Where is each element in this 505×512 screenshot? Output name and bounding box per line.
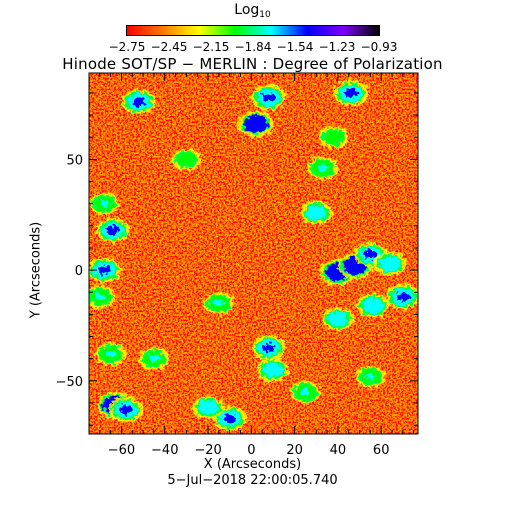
polarization-patch [262,343,275,353]
colorbar-tick-label: −1.23 [318,40,356,54]
polarization-patch [98,265,111,275]
polarization-patch [223,414,236,423]
colorbar-title: Log10 [234,2,271,20]
colorbar-tick-label: −0.93 [360,40,398,54]
x-axis-label: X (Arcseconds) [203,457,302,472]
colorbar-tick-label: −2.45 [150,40,188,54]
polarization-patch [202,403,214,412]
polarization-patch [332,314,344,323]
x-tick-label: −20 [194,443,221,458]
colorbar [126,25,380,36]
polarization-patch [328,133,339,141]
plot-frame [88,72,419,435]
polarization-patch [148,354,160,363]
polarization-patch [249,119,263,129]
y-axis-label: Y (Arcseconds) [28,221,44,319]
polarization-patch [344,88,358,98]
x-tick-label: −60 [108,443,135,458]
x-tick-label: −40 [151,443,178,458]
polarization-patch [364,250,377,260]
polarization-patch [300,388,311,396]
colorbar-tick-label: −1.54 [276,40,314,54]
polarization-patch [365,372,376,381]
chart-title: Hinode SOT/SP − MERLIN : Degree of Polar… [62,55,443,73]
polarization-patch [366,301,379,310]
x-tick-label: 0 [247,443,255,458]
polarization-patch [105,350,116,359]
polarization-patch [396,292,410,302]
y-tick-label: 0 [75,264,83,279]
polarization-patch [384,259,396,268]
polarization-patch [348,260,362,271]
polarization-patch [94,292,106,301]
polarization-patch [267,365,279,374]
observation-date: 5−Jul−2018 22:00:05.740 [167,473,338,488]
colorbar-tick-label: −2.75 [108,40,146,54]
polarization-patch [99,199,110,208]
colorbar-ticks: −2.75 −2.45 −2.15 −1.84 −1.54 −1.23 −0.93 [0,40,505,54]
polarization-features [89,80,418,431]
x-tick-label: 60 [373,443,390,458]
colorbar-tick-label: −1.84 [234,40,272,54]
polarization-patch [132,97,145,107]
polarization-patch [213,299,224,308]
polarization-patch [262,92,275,102]
y-tick-label: −50 [56,375,83,390]
axis-ticks: −60 −40 −20 0 20 40 60 −50 0 50 [56,73,418,458]
polarization-patch [106,225,119,235]
colorbar-tick-label: −2.15 [192,40,230,54]
x-tick-label: 40 [330,443,347,458]
x-tick-label: 20 [286,443,303,458]
y-tick-label: 50 [66,153,83,168]
polarization-patch [119,405,132,415]
polarization-patch [317,164,328,173]
polarization-patch [181,155,192,163]
polarization-patch [310,208,322,217]
